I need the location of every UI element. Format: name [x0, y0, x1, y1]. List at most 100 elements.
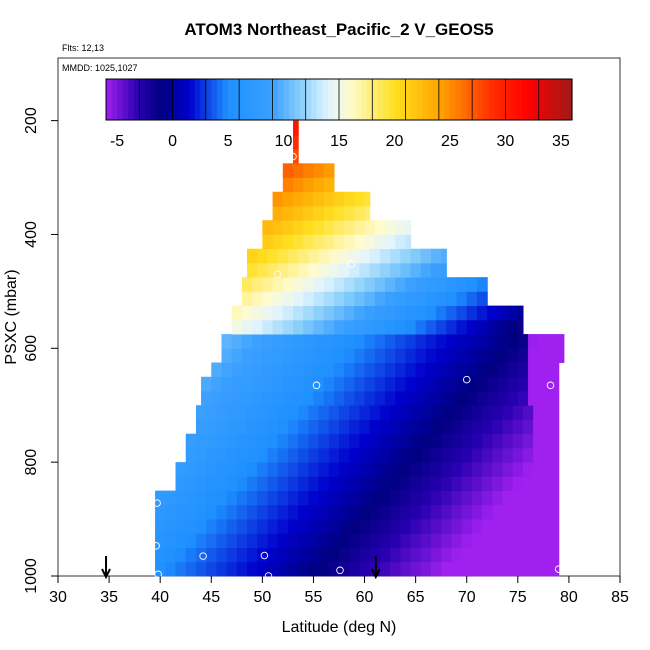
heatmap-cell — [298, 547, 309, 563]
heatmap-cell — [216, 533, 228, 548]
heatmap-cell — [308, 561, 320, 577]
colorbar-segment — [300, 79, 307, 120]
heatmap-cell — [226, 561, 238, 577]
heatmap-cell — [446, 305, 458, 321]
colorbar-tick-label: 0 — [168, 133, 177, 150]
heatmap-cell — [390, 462, 401, 477]
x-axis: 30 35 40 45 50 55 60 65 70 75 80 85 — [49, 576, 629, 606]
heatmap-cell — [364, 391, 376, 406]
heatmap-cell — [553, 447, 560, 463]
heatmap-cell — [517, 348, 529, 363]
heatmap-cell — [476, 305, 488, 321]
heatmap-cell — [441, 476, 452, 492]
heatmap-cell — [313, 391, 325, 406]
heatmap-cell — [323, 234, 335, 250]
heatmap-cell — [252, 319, 263, 335]
colorbar-segment — [106, 79, 113, 120]
heatmap-cell — [287, 561, 299, 577]
heatmap-cell — [502, 419, 514, 435]
heatmap-cell — [548, 334, 560, 349]
heatmap-cell — [441, 405, 452, 420]
heatmap-cell — [420, 547, 432, 563]
heatmap-cell — [328, 248, 340, 264]
heatmap-cell — [298, 561, 309, 577]
heatmap-cell — [538, 334, 550, 349]
heatmap-cell — [308, 490, 320, 506]
heatmap-cell — [533, 547, 544, 563]
heatmap-cell — [308, 419, 320, 435]
heatmap-cell — [553, 476, 560, 492]
heatmap-cell — [231, 362, 243, 378]
heatmap-cell — [287, 490, 299, 506]
heatmap-cell — [533, 419, 544, 435]
heatmap-cell — [277, 262, 289, 278]
heatmap-cell — [497, 305, 509, 321]
colorbar-segment — [510, 79, 518, 120]
heatmap-cell — [482, 405, 493, 420]
heatmap-cell — [528, 348, 539, 363]
heatmap-cell — [548, 391, 560, 406]
heatmap-cell — [471, 476, 483, 492]
heatmap-cell — [293, 305, 304, 321]
heatmap-cell — [543, 433, 555, 449]
heatmap-cell — [226, 547, 238, 563]
heatmap-cell — [471, 561, 483, 577]
heatmap-cell — [303, 206, 315, 221]
heatmap-cell — [298, 476, 309, 492]
heatmap-cell — [507, 334, 519, 349]
heatmap-cell — [446, 334, 458, 349]
heatmap-cell — [441, 561, 452, 577]
heatmap-cell — [313, 220, 325, 235]
heatmap-cell — [318, 248, 330, 264]
heatmap-cell — [533, 533, 544, 548]
heatmap-cell — [247, 248, 258, 264]
colorbar-segment — [361, 79, 368, 120]
heatmap-cell — [451, 519, 463, 534]
heatmap-cell — [287, 433, 299, 449]
heatmap-cell — [277, 405, 289, 420]
heatmap-cell — [441, 504, 452, 520]
heatmap-cell — [436, 391, 447, 406]
heatmap-cell — [482, 504, 493, 520]
heatmap-cell — [272, 191, 284, 207]
heatmap-cell — [339, 405, 350, 420]
heatmap-cell — [384, 291, 396, 307]
heatmap-cell — [497, 348, 509, 363]
heatmap-cell — [165, 533, 177, 548]
heatmap-cell — [384, 234, 396, 250]
heatmap-cell — [277, 447, 289, 463]
colorbar-segment — [372, 79, 379, 120]
heatmap-cell — [293, 391, 304, 406]
sample-point — [273, 270, 282, 279]
heatmap-cell — [456, 291, 468, 307]
heatmap-cell — [430, 433, 442, 449]
colorbar-segment — [216, 79, 224, 120]
sample-point — [154, 570, 162, 579]
heatmap-cell — [298, 447, 309, 463]
heatmap-cell — [308, 533, 320, 548]
heatmap-cell — [262, 391, 274, 406]
heatmap-cell — [272, 319, 284, 335]
x-tick-label: 30 — [49, 589, 67, 606]
heatmap-cell — [354, 234, 366, 250]
heatmap-cell — [492, 561, 504, 577]
heatmap-cell — [308, 262, 320, 278]
heatmap-cell — [400, 504, 412, 520]
heatmap-cell — [211, 391, 223, 406]
colorbar-segment — [366, 79, 373, 120]
heatmap-cell — [333, 362, 345, 378]
heatmap-cell — [247, 490, 258, 506]
heatmap-cell — [328, 533, 340, 548]
heatmap-cell — [543, 561, 555, 577]
heatmap-cell — [257, 476, 269, 492]
heatmap-cell — [451, 405, 463, 420]
heatmap-cell — [374, 234, 386, 250]
heatmap-cell — [236, 490, 248, 506]
heatmap-cell — [354, 191, 366, 207]
heatmap-cell — [257, 405, 269, 420]
colorbar-segment — [411, 79, 418, 120]
heatmap-cell — [318, 490, 330, 506]
heatmap-cell — [175, 476, 187, 492]
heatmap-cell — [471, 419, 483, 435]
